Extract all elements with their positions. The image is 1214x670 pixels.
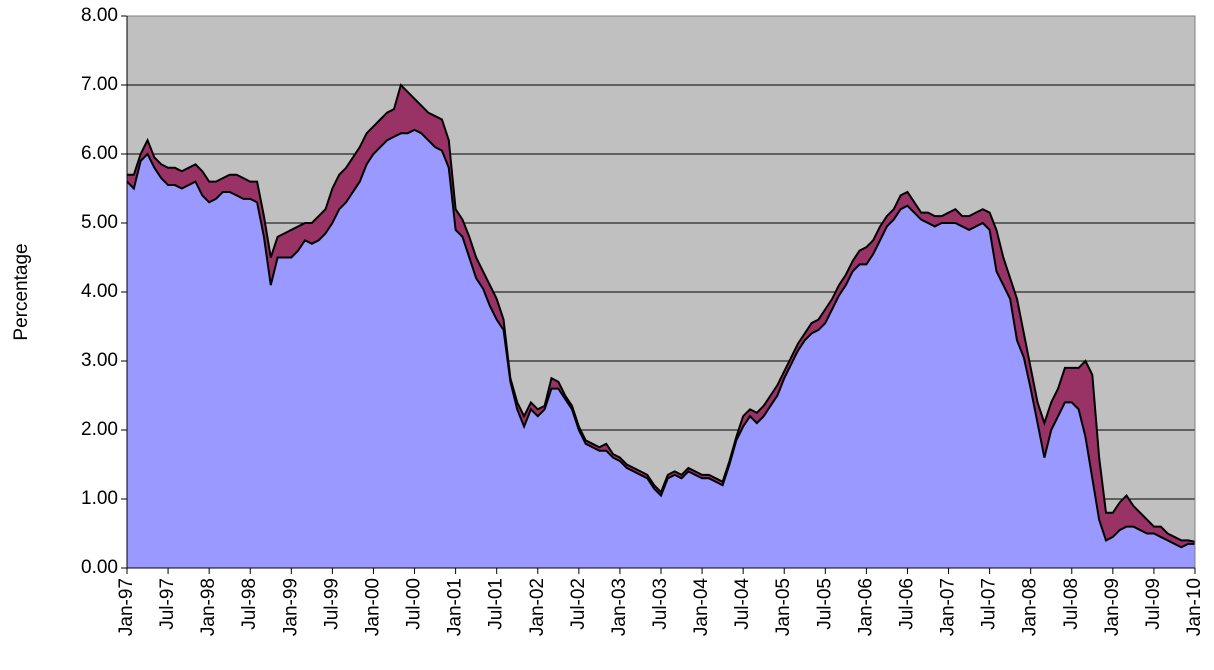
x-tick-label: Jan-97 bbox=[116, 578, 137, 636]
y-tick-label: 0.00 bbox=[81, 557, 118, 578]
y-tick-label: 6.00 bbox=[81, 143, 118, 164]
y-tick-label: 8.00 bbox=[81, 5, 118, 26]
y-axis-label: Percentage bbox=[11, 243, 32, 340]
x-tick-label: Jul-07 bbox=[979, 578, 1000, 630]
y-tick-label: 2.00 bbox=[81, 419, 118, 440]
x-tick-label: Jan-04 bbox=[691, 578, 712, 637]
x-tick-label: Jan-00 bbox=[362, 578, 383, 636]
x-tick-label: Jan-07 bbox=[938, 578, 959, 636]
x-tick-label: Jul-09 bbox=[1143, 578, 1164, 630]
area-outline bbox=[126, 128, 1195, 549]
y-tick-label: 1.00 bbox=[81, 488, 118, 509]
x-tick-label: Jan-05 bbox=[773, 578, 794, 636]
x-tick-label: Jul-97 bbox=[157, 578, 178, 630]
x-tick-label: Jul-06 bbox=[896, 578, 917, 630]
x-tick-label: Jul-01 bbox=[486, 578, 507, 630]
y-tick-label: 3.00 bbox=[81, 350, 118, 371]
x-tick-label: Jul-02 bbox=[568, 578, 589, 630]
x-tick-label: Jan-06 bbox=[855, 578, 876, 636]
x-tick-label: Jul-03 bbox=[650, 578, 671, 630]
y-tick-label: 4.00 bbox=[81, 281, 118, 302]
x-tick-label: Jul-04 bbox=[732, 578, 753, 630]
y-tick-label: 5.00 bbox=[81, 212, 118, 233]
x-tick-label: Jan-09 bbox=[1102, 578, 1123, 636]
x-tick-label: Jul-98 bbox=[239, 578, 260, 630]
x-tick-label: Jan-10 bbox=[1184, 578, 1205, 636]
x-tick-label: Jan-99 bbox=[280, 578, 301, 636]
x-tick-label: Jul-00 bbox=[404, 578, 425, 630]
x-tick-label: Jul-99 bbox=[321, 578, 342, 630]
x-tick-label: Jan-01 bbox=[445, 578, 466, 636]
x-tick-label: Jan-98 bbox=[198, 578, 219, 636]
x-tick-label: Jan-08 bbox=[1020, 578, 1041, 636]
area-outline bbox=[127, 83, 1196, 543]
x-tick-label: Jan-02 bbox=[527, 578, 548, 636]
x-tick-label: Jan-03 bbox=[609, 578, 630, 636]
x-tick-label: Jul-08 bbox=[1061, 578, 1082, 630]
area bbox=[127, 129, 1195, 568]
y-tick-label: 7.00 bbox=[81, 74, 118, 95]
x-tick-label: Jul-05 bbox=[814, 578, 835, 630]
